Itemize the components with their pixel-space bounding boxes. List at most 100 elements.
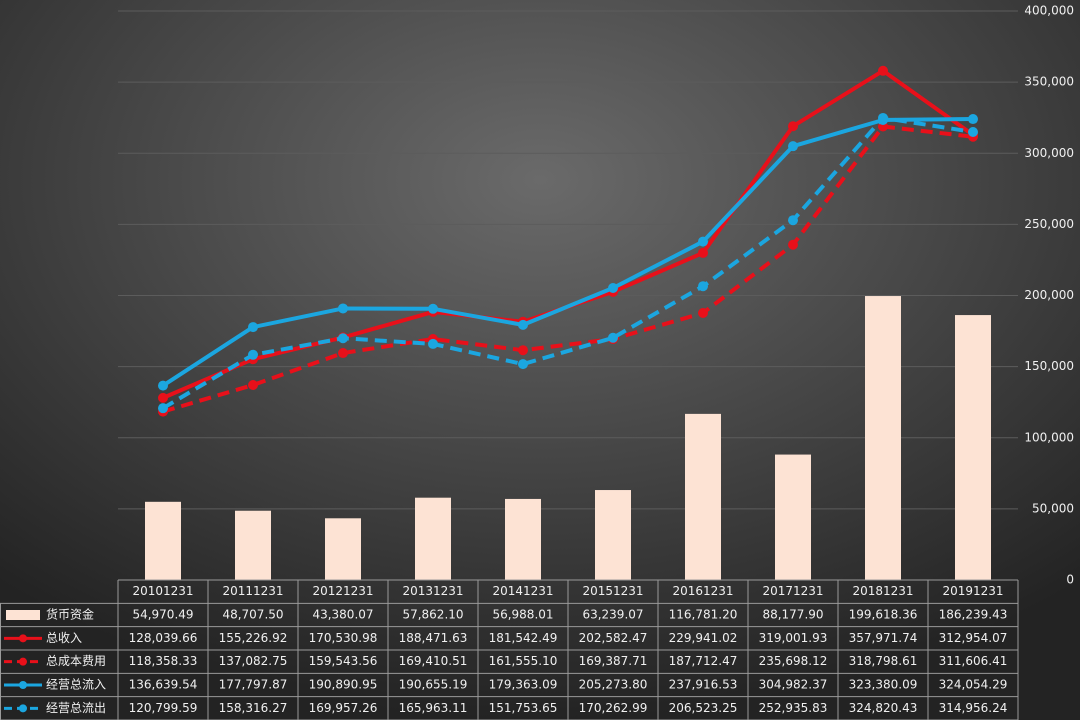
- table-value: 187,712.47: [669, 654, 738, 668]
- table-value: 159,543.56: [309, 654, 378, 668]
- table-value: 206,523.25: [669, 701, 738, 715]
- table-value: 190,890.95: [309, 678, 378, 692]
- table-value: 56,988.01: [492, 608, 553, 622]
- legend-marker: [19, 634, 27, 643]
- marker: [248, 322, 258, 333]
- legend-marker: [19, 681, 27, 689]
- table-value: 88,177.90: [762, 608, 823, 622]
- table-value: 120,799.59: [129, 701, 198, 715]
- table-value: 314,956.24: [939, 701, 1008, 715]
- y-tick-label: 150,000: [1024, 359, 1074, 373]
- table-value: 118,358.33: [129, 654, 198, 668]
- marker: [158, 380, 168, 391]
- x-tick-label: 20111231: [222, 584, 283, 598]
- table-value: 57,862.10: [402, 608, 463, 622]
- table-value: 229,941.02: [669, 631, 738, 645]
- table-value: 318,798.61: [849, 654, 918, 668]
- marker: [968, 114, 978, 125]
- bar: [775, 454, 811, 580]
- table-value: 311,606.41: [939, 654, 1008, 668]
- marker: [338, 333, 348, 344]
- table-value: 116,781.20: [669, 608, 738, 622]
- table-value: 319,001.93: [759, 631, 828, 645]
- marker: [788, 239, 798, 250]
- line: [161, 115, 974, 410]
- table-value: 136,639.54: [129, 678, 198, 692]
- marker: [158, 403, 168, 414]
- y-tick-label: 200,000: [1024, 288, 1074, 302]
- x-tick-label: 20171231: [762, 584, 823, 598]
- marker: [698, 247, 708, 258]
- table-value: 170,530.98: [309, 631, 378, 645]
- table-value: 169,957.26: [309, 701, 378, 715]
- table-value: 151,753.65: [489, 701, 558, 715]
- bar: [415, 497, 451, 580]
- x-tick-label: 20121231: [312, 584, 373, 598]
- table-value: 158,316.27: [219, 701, 288, 715]
- table-value: 205,273.80: [579, 678, 648, 692]
- marker: [788, 215, 798, 226]
- table-value: 312,954.07: [939, 631, 1008, 645]
- table-value: 181,542.49: [489, 631, 558, 645]
- marker: [338, 348, 348, 359]
- marker: [968, 126, 978, 137]
- bar: [595, 490, 631, 580]
- marker: [878, 65, 888, 76]
- legend-marker: [19, 657, 27, 666]
- x-tick-label: 20151231: [582, 584, 643, 598]
- table-value: 48,707.50: [222, 608, 283, 622]
- marker: [788, 141, 798, 152]
- marker: [518, 359, 528, 370]
- legend-marker: [19, 704, 27, 713]
- table-value: 128,039.66: [129, 631, 198, 645]
- x-tick-label: 20181231: [852, 584, 913, 598]
- marker: [608, 282, 618, 293]
- y-tick-label: 0: [1066, 573, 1074, 587]
- y-tick-label: 100,000: [1024, 430, 1074, 444]
- x-tick-label: 20191231: [942, 584, 1003, 598]
- marker: [878, 112, 888, 123]
- table-value: 199,618.36: [849, 608, 918, 622]
- marker: [698, 307, 708, 318]
- bar: [685, 413, 721, 580]
- legend-label: 总收入: [46, 631, 82, 645]
- table-value: 137,082.75: [219, 654, 288, 668]
- line: [162, 124, 974, 414]
- table-value: 177,797.87: [219, 678, 288, 692]
- table-value: 43,380.07: [312, 608, 373, 622]
- line: [161, 117, 974, 388]
- table-value: 169,387.71: [579, 654, 648, 668]
- marker: [698, 236, 708, 247]
- bar: [955, 315, 991, 580]
- table-value: 161,555.10: [489, 654, 558, 668]
- bar: [145, 501, 181, 580]
- table-value: 237,916.53: [669, 678, 738, 692]
- bar: [865, 296, 901, 580]
- legend-label: 货币资金: [46, 607, 94, 622]
- table-value: 165,963.11: [399, 701, 468, 715]
- legend-label: 经营总流入: [46, 678, 106, 692]
- table-value: 202,582.47: [579, 631, 648, 645]
- table-value: 190,655.19: [399, 678, 468, 692]
- marker: [788, 121, 798, 132]
- table-value: 324,820.43: [849, 701, 918, 715]
- table-value: 324,054.29: [939, 678, 1008, 692]
- bar: [505, 498, 541, 580]
- table-value: 357,971.74: [849, 631, 918, 645]
- marker: [518, 345, 528, 356]
- y-tick-label: 250,000: [1024, 217, 1074, 231]
- table-value: 54,970.49: [132, 608, 193, 622]
- x-tick-label: 20101231: [132, 584, 193, 598]
- marker: [428, 303, 438, 314]
- y-tick-label: 50,000: [1032, 501, 1074, 515]
- y-tick-label: 350,000: [1024, 75, 1074, 89]
- y-tick-label: 400,000: [1024, 4, 1074, 18]
- legend-label: 总成本费用: [46, 654, 106, 668]
- marker: [248, 349, 258, 360]
- y-tick-label: 300,000: [1024, 146, 1074, 160]
- table-value: 179,363.09: [489, 678, 558, 692]
- marker: [248, 379, 258, 390]
- table-value: 323,380.09: [849, 678, 918, 692]
